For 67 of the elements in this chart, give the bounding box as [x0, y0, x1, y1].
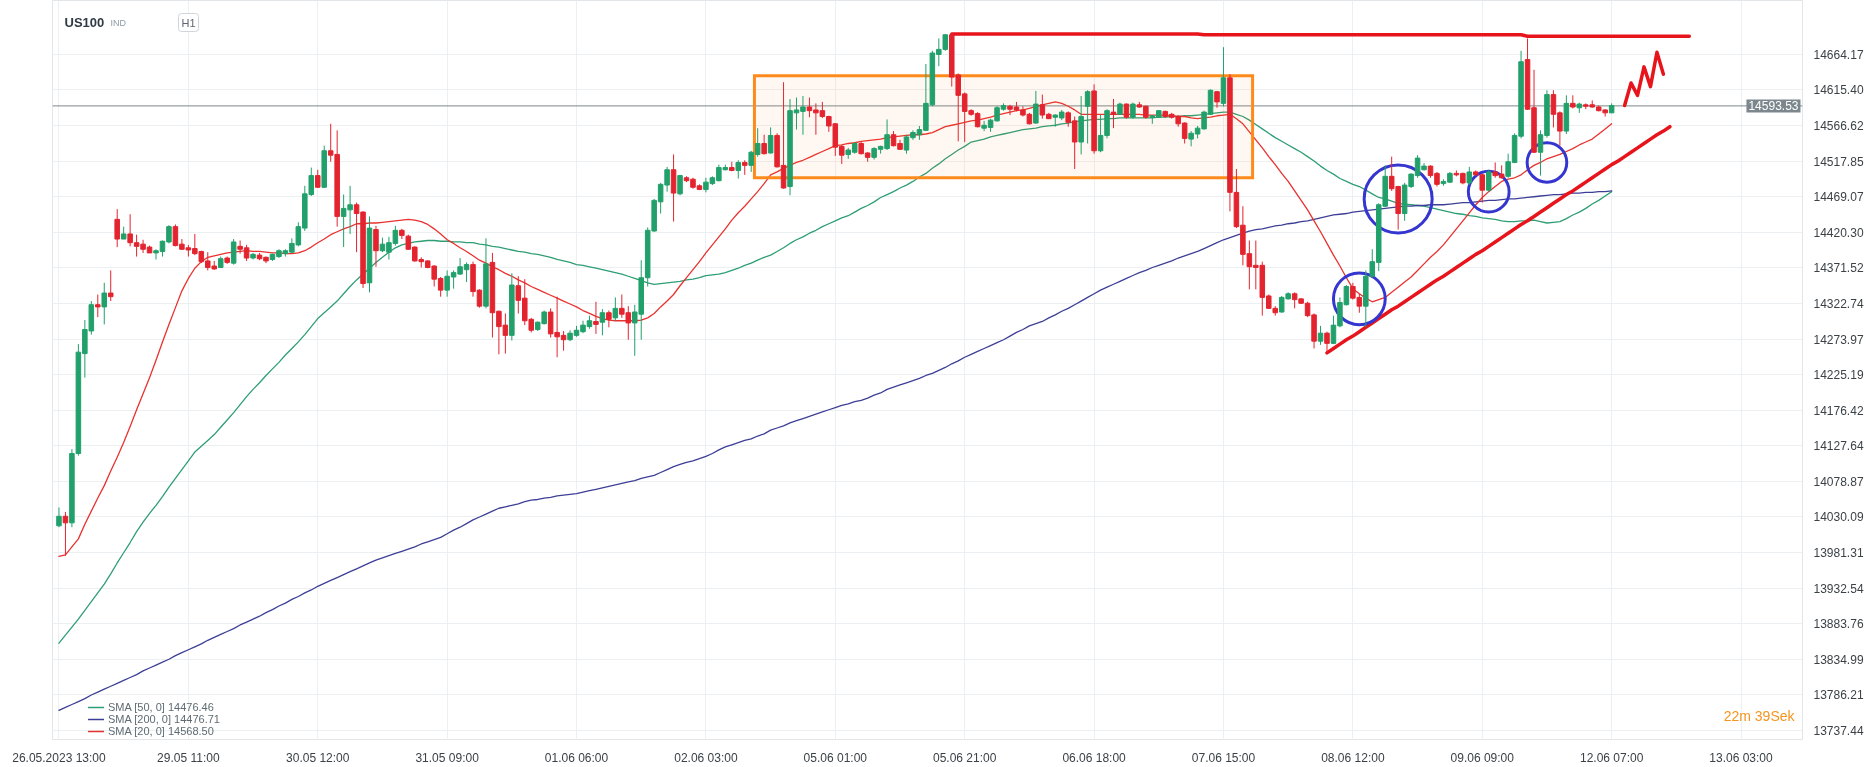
- y-tick-label: 14225.19: [1813, 368, 1864, 383]
- candlestick: [1324, 331, 1330, 353]
- x-tick-label: 07.06 15:00: [1191, 750, 1256, 765]
- x-tick-label: 02.06 03:00: [674, 750, 738, 765]
- candlestick: [1033, 90, 1039, 125]
- legend-label: SMA [20, 0] 14568.50: [108, 725, 214, 737]
- annotation: IND: [110, 17, 127, 28]
- y-tick-label: 14664.17: [1813, 47, 1864, 62]
- x-tick-label: 09.06 09:00: [1450, 750, 1515, 765]
- annotation: 22m 39Sek: [1723, 707, 1796, 724]
- y-tick-label: 14273.97: [1813, 332, 1864, 347]
- candlestick: [230, 238, 237, 266]
- candlestick: [101, 282, 108, 325]
- candlestick: [373, 225, 379, 268]
- x-tick-label: 06.06 18:00: [1062, 750, 1127, 765]
- candlestick: [1466, 166, 1473, 186]
- candlestick: [670, 153, 677, 223]
- y-tick-label: 13883.76: [1813, 617, 1864, 632]
- y-tick-label: 14322.74: [1813, 296, 1864, 311]
- candlestick: [1110, 98, 1117, 129]
- y-tick-label: 13981.31: [1813, 546, 1864, 561]
- y-tick-label: 14371.52: [1813, 261, 1864, 276]
- legend-label: SMA [200, 0] 14476.71: [108, 713, 220, 725]
- candlestick: [593, 301, 599, 335]
- candlestick: [95, 294, 101, 318]
- x-tick-label: 01.06 06:00: [544, 750, 609, 765]
- candlestick: [1485, 169, 1492, 193]
- y-tick-label: 14127.64: [1813, 439, 1864, 454]
- line-series: [1325, 124, 1672, 355]
- x-tick-label: 08.06 12:00: [1321, 750, 1385, 765]
- x-tick-label: 05.06 01:00: [803, 750, 868, 765]
- y-tick-label: 14517.85: [1813, 154, 1864, 169]
- y-tick-label: 14615.40: [1813, 83, 1864, 98]
- candlestick: [114, 208, 120, 248]
- candlestick: [606, 310, 612, 328]
- candlestick: [56, 507, 62, 528]
- legend-label: SMA [50, 0] 14476.46: [108, 701, 214, 713]
- x-tick-label: 31.05 09:00: [415, 750, 480, 765]
- candlestick: [767, 126, 774, 155]
- y-tick-label: 14078.87: [1813, 474, 1864, 489]
- x-tick-label: 30.05 12:00: [286, 750, 350, 765]
- candlestick: [612, 296, 619, 322]
- x-tick-label: 26.05.2023 13:00: [12, 750, 107, 765]
- text: US100: [64, 15, 105, 30]
- candlestick: [314, 169, 321, 189]
- y-tick-label: 14176.42: [1813, 403, 1864, 418]
- y-tick-label: 14469.07: [1813, 190, 1864, 205]
- y-tick-label: 14420.30: [1813, 225, 1864, 240]
- x-tick-label: 05.06 21:00: [933, 750, 997, 765]
- y-tick-label: 13737.44: [1813, 723, 1864, 738]
- line-series: [58, 101, 1613, 558]
- y-tick-label: 14030.09: [1813, 510, 1864, 525]
- annotation: H1: [181, 16, 196, 29]
- y-tick-label: 13932.54: [1813, 581, 1864, 596]
- candlestick: [735, 159, 742, 179]
- x-tick-label: 13.06 03:00: [1709, 750, 1774, 765]
- line-series: [1622, 50, 1666, 108]
- candlestick: [1317, 325, 1324, 346]
- y-tick-label: 13786.21: [1813, 688, 1864, 703]
- y-tick-label: 14566.62: [1813, 119, 1864, 134]
- line-series: [58, 190, 1613, 711]
- candlestick: [107, 269, 114, 302]
- y-tick-label: 13834.99: [1813, 652, 1864, 667]
- x-tick-label: 12.06 07:00: [1579, 750, 1644, 765]
- candlestick: [599, 308, 606, 336]
- x-tick-label: 29.05 11:00: [157, 750, 220, 765]
- ref-line-label: 14593.53: [1748, 99, 1799, 114]
